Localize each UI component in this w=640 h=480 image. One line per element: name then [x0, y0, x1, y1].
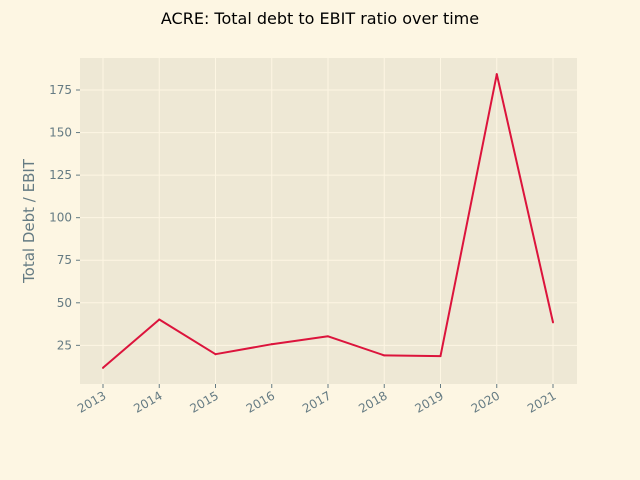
y-tick-label: 75 — [57, 253, 72, 267]
x-tick-label: 2013 — [75, 388, 108, 415]
x-tick-label: 2021 — [525, 388, 558, 415]
x-tick-label: 2015 — [188, 388, 221, 415]
data-point — [102, 366, 104, 369]
x-tick-label: 2018 — [356, 388, 389, 415]
y-tick-label: 25 — [57, 338, 72, 352]
series-layer — [102, 73, 554, 369]
data-point — [327, 335, 329, 338]
x-tick-label: 2019 — [413, 388, 446, 415]
data-point — [158, 318, 161, 321]
y-tick-label: 50 — [57, 296, 72, 310]
x-tick-label: 2016 — [244, 388, 277, 415]
y-axis-label: Total Debt / EBIT — [20, 158, 38, 284]
y-tick-label: 150 — [49, 126, 72, 140]
chart-title: ACRE: Total debt to EBIT ratio over time — [161, 9, 479, 28]
data-point — [214, 353, 217, 356]
data-point — [270, 343, 273, 346]
grid-lines — [80, 58, 577, 384]
data-point — [495, 73, 498, 76]
y-tick-label: 125 — [49, 168, 72, 182]
data-point — [552, 321, 554, 324]
data-point — [439, 355, 442, 358]
x-tick-label: 2020 — [469, 388, 502, 415]
x-tick-label: 2017 — [300, 388, 333, 415]
data-point — [383, 354, 386, 357]
x-tick-label: 2014 — [131, 388, 164, 415]
y-tick-label: 100 — [49, 211, 72, 225]
y-tick-label: 175 — [49, 83, 72, 97]
